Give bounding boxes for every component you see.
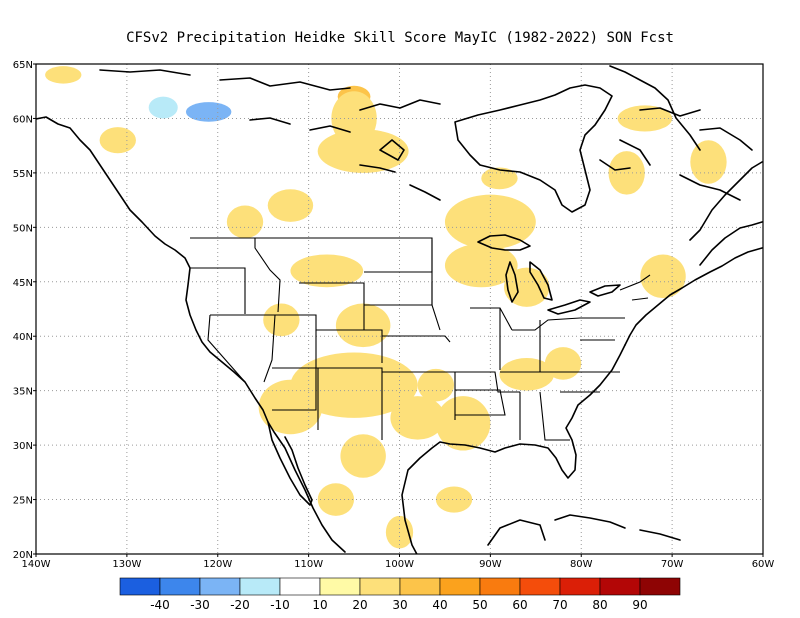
skill-region-12	[196, 307, 212, 337]
colorbar-label: 40	[432, 598, 447, 612]
lon-tick-label: 130W	[112, 559, 141, 570]
colorbar-label: 70	[552, 598, 567, 612]
skill-region-3	[243, 117, 266, 153]
colorbar-label: 90	[632, 598, 647, 612]
skill-region-47	[45, 66, 82, 84]
coastlines	[36, 65, 763, 554]
colorbar-label: -40	[150, 598, 170, 612]
skill-region-40	[640, 254, 686, 299]
colorbar-swatch	[239, 577, 281, 596]
skill-region-4	[279, 102, 302, 122]
skill-region-33	[263, 303, 300, 337]
colorbar-swatch	[199, 577, 241, 596]
skill-region-28	[444, 194, 536, 250]
skill-region-9	[667, 226, 695, 246]
skill-region-22	[258, 379, 323, 435]
lon-tick-label: 90W	[479, 559, 502, 570]
colorbar-label: -30	[190, 598, 210, 612]
colorbar-swatch	[519, 577, 561, 596]
skill-region-24	[435, 396, 491, 451]
skill-region-30	[267, 189, 314, 222]
skill-region-45	[608, 151, 645, 195]
colorbar-swatch	[359, 577, 401, 596]
skill-region-13	[172, 178, 209, 201]
lat-tick-label: 45N	[13, 278, 33, 289]
skill-region-43	[331, 91, 377, 146]
colorbar-swatch	[559, 577, 601, 596]
colorbar-label: 10	[312, 598, 327, 612]
lon-tick-label: 70W	[661, 559, 684, 570]
lat-tick-label: 60N	[13, 114, 33, 125]
colorbar-label: 80	[592, 598, 607, 612]
skill-region-48	[417, 368, 455, 402]
lat-tick-label: 35N	[13, 387, 33, 398]
lon-tick-label: 80W	[570, 559, 593, 570]
lon-tick-label: 140W	[22, 559, 51, 570]
colorbar-label: -10	[270, 598, 290, 612]
skill-region-41	[544, 347, 582, 380]
colorbar-swatch	[639, 577, 681, 596]
skill-region-46	[99, 127, 136, 154]
gridlines	[36, 64, 763, 554]
figure-title: CFSv2 Precipitation Heidke Skill Score M…	[126, 30, 674, 46]
skill-region-31	[290, 254, 364, 288]
colorbar-label: 30	[392, 598, 407, 612]
colorbar-swatch	[159, 577, 201, 596]
colorbar-swatch	[599, 577, 641, 596]
colorbar-swatch	[479, 577, 521, 596]
colorbar-swatch	[399, 577, 441, 596]
skill-region-21	[290, 352, 418, 418]
skill-region-27	[444, 243, 518, 288]
skill-region-2	[81, 80, 155, 105]
colorbar-label: 20	[352, 598, 367, 612]
skill-region-23	[390, 396, 445, 440]
colorbar-label: 50	[472, 598, 487, 612]
lat-tick-label: 20N	[13, 550, 33, 561]
skill-region-1	[185, 102, 232, 122]
map-area	[36, 64, 763, 554]
lat-tick-label: 55N	[13, 169, 33, 180]
lat-tick-label: 65N	[13, 60, 33, 71]
lat-tick-label: 30N	[13, 441, 33, 452]
lon-tick-label: 120W	[203, 559, 232, 570]
lat-tick-label: 50N	[13, 223, 33, 234]
skill-region-6	[441, 151, 467, 173]
skill-region-29	[317, 129, 409, 173]
lat-tick-label: 25N	[13, 496, 33, 507]
longitude-axis: 140W 130W 120W 110W 100W 90W 80W 70W 60W	[22, 554, 775, 570]
skill-region-37	[435, 486, 473, 513]
colorbar-swatch	[119, 577, 161, 596]
state-boundaries	[190, 237, 651, 441]
skill-region-34	[340, 434, 386, 478]
colorbar-label: 60	[512, 598, 527, 612]
colorbar: -40 -30 -20 -10 10 20 30 40 50 60 70 80 90	[119, 577, 681, 612]
lon-tick-label: 60W	[752, 559, 775, 570]
colorbar-swatch	[319, 577, 361, 596]
colorbar-swatch	[279, 577, 321, 596]
skill-region-0	[148, 96, 178, 119]
skill-region-38	[690, 140, 727, 184]
colorbar-swatch	[439, 577, 481, 596]
skill-region-8	[599, 238, 636, 260]
skill-region-36	[317, 483, 355, 516]
lon-tick-label: 100W	[385, 559, 414, 570]
skill-region-7	[517, 178, 536, 201]
colorbar-label: -20	[230, 598, 250, 612]
latitude-axis: 65N 60N 55N 50N 45N 40N 35N 30N 25N 20N	[13, 60, 36, 561]
lat-tick-label: 40N	[13, 332, 33, 343]
skill-region-42	[226, 205, 264, 239]
skill-region-14	[331, 231, 359, 250]
lon-tick-label: 110W	[294, 559, 323, 570]
skill-region-11	[225, 244, 247, 263]
